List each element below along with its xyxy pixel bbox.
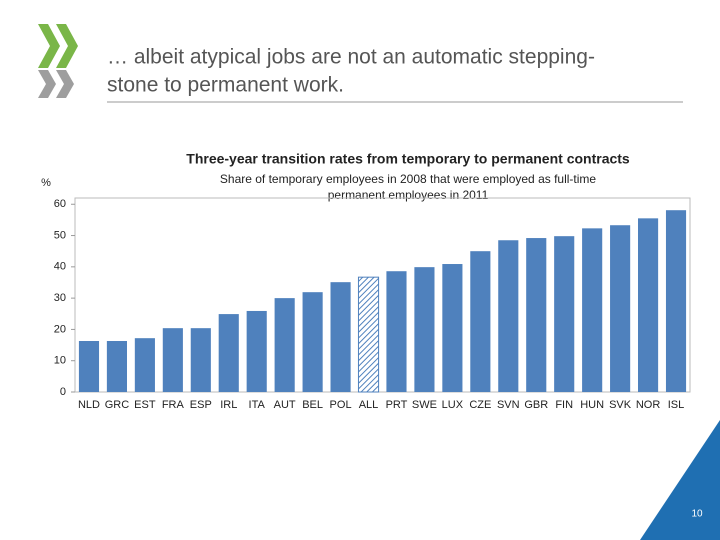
- bar: [386, 271, 407, 392]
- bar: [582, 228, 603, 392]
- logo: [38, 24, 78, 98]
- bar: [554, 236, 575, 392]
- x-tick-label: FIN: [555, 399, 573, 411]
- x-tick-label: AUT: [274, 399, 296, 411]
- x-tick-label: SVK: [609, 399, 632, 411]
- x-tick-label: EST: [134, 399, 156, 411]
- bar: [357, 276, 380, 393]
- bar: [106, 340, 127, 392]
- plot-frame: [74, 197, 691, 393]
- x-tick-label: CZE: [469, 399, 491, 411]
- x-tick-label: NLD: [78, 399, 100, 411]
- x-tick-label: LUX: [442, 399, 464, 411]
- x-tick-label: POL: [330, 399, 352, 411]
- x-tick-label: ESP: [190, 399, 212, 411]
- bar: [78, 340, 100, 392]
- bar: [610, 225, 631, 392]
- x-tick-label: SVN: [497, 399, 520, 411]
- x-tick-label: ALL: [359, 399, 379, 411]
- slide-title: stone to permanent work.: [107, 74, 344, 97]
- bar: [302, 292, 323, 392]
- bar: [330, 282, 351, 392]
- bar: [442, 264, 463, 392]
- x-tick-label: NOR: [636, 399, 661, 411]
- bar: [134, 338, 155, 392]
- slide-title: … albeit atypical jobs are not an automa…: [107, 46, 595, 69]
- corner-shape: [640, 420, 720, 540]
- chart-subtitle: permanent employees in 2011: [328, 188, 489, 202]
- y-axis-label: %: [41, 177, 51, 189]
- chart-title: Three-year transition rates from tempora…: [186, 151, 630, 167]
- bar: [470, 251, 491, 392]
- y-tick-label: 10: [54, 355, 66, 367]
- x-tick-label: HUN: [580, 399, 604, 411]
- y-tick-label: 30: [54, 292, 66, 304]
- bar: [190, 328, 211, 392]
- bar: [526, 238, 547, 392]
- bar: [274, 298, 295, 392]
- y-tick-label: 50: [54, 229, 66, 241]
- bar: [638, 218, 659, 392]
- y-tick-label: 20: [54, 323, 66, 335]
- y-tick-label: 40: [54, 261, 66, 273]
- bar: [498, 240, 519, 392]
- bar: [246, 310, 267, 392]
- x-tick-label: GRC: [105, 399, 130, 411]
- bar: [162, 328, 183, 392]
- x-tick-label: GBR: [524, 399, 548, 411]
- x-tick-label: ISL: [668, 399, 685, 411]
- chart-subtitle: Share of temporary employees in 2008 tha…: [220, 172, 597, 186]
- bar: [665, 210, 687, 392]
- x-tick-label: SWE: [412, 399, 437, 411]
- y-tick-label: 0: [60, 386, 66, 398]
- x-tick-label: FRA: [162, 399, 185, 411]
- x-tick-label: IRL: [220, 399, 237, 411]
- x-tick-label: BEL: [302, 399, 323, 411]
- bar: [414, 267, 435, 392]
- x-tick-label: PRT: [386, 399, 408, 411]
- page-number: 10: [691, 509, 703, 520]
- y-tick-label: 60: [54, 198, 66, 210]
- x-tick-label: ITA: [249, 399, 266, 411]
- bar: [218, 314, 239, 392]
